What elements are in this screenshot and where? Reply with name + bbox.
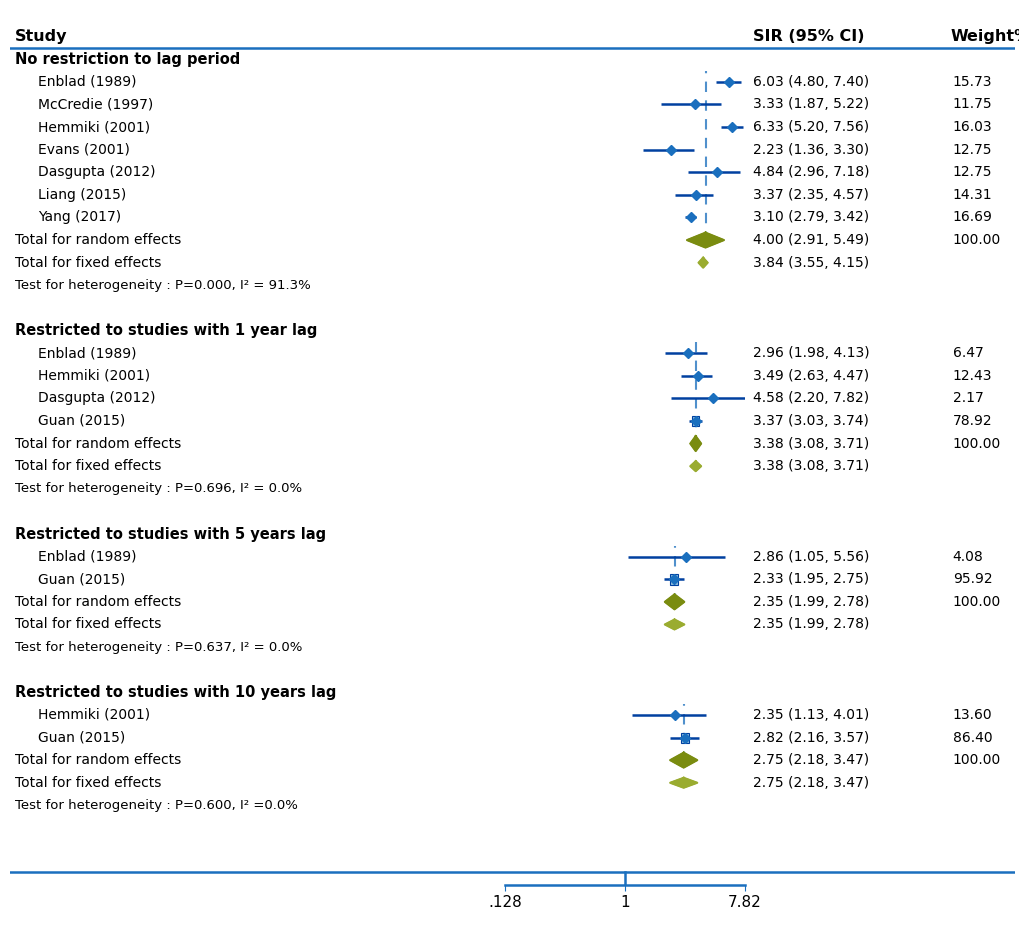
Polygon shape	[698, 257, 707, 268]
Text: 6.33 (5.20, 7.56): 6.33 (5.20, 7.56)	[752, 120, 868, 134]
Bar	[695, 374, 698, 377]
Bar	[728, 80, 731, 83]
Text: Hemmiki (2001): Hemmiki (2001)	[38, 120, 150, 134]
Bar	[711, 397, 714, 400]
Text: 12.43: 12.43	[952, 369, 991, 383]
Text: 3.38 (3.08, 3.71): 3.38 (3.08, 3.71)	[752, 460, 868, 474]
Text: No restriction to lag period: No restriction to lag period	[15, 51, 240, 66]
Text: 2.75 (2.18, 3.47): 2.75 (2.18, 3.47)	[752, 753, 868, 768]
Text: 2.23 (1.36, 3.30): 2.23 (1.36, 3.30)	[752, 142, 868, 156]
Polygon shape	[669, 753, 697, 768]
Text: Liang (2015): Liang (2015)	[38, 188, 126, 202]
Text: Enblad (1989): Enblad (1989)	[38, 549, 137, 563]
Bar	[673, 713, 676, 716]
Text: 2.35 (1.99, 2.78): 2.35 (1.99, 2.78)	[752, 618, 868, 632]
Text: 16.69: 16.69	[952, 211, 991, 225]
Text: Total for fixed effects: Total for fixed effects	[15, 776, 161, 790]
Text: 100.00: 100.00	[952, 595, 1000, 609]
Text: Evans (2001): Evans (2001)	[38, 142, 129, 156]
Text: 86.40: 86.40	[952, 730, 991, 744]
Text: Hemmiki (2001): Hemmiki (2001)	[38, 369, 150, 383]
Bar	[693, 193, 696, 197]
Text: Dasgupta (2012): Dasgupta (2012)	[38, 166, 155, 180]
Text: Total for random effects: Total for random effects	[15, 233, 181, 247]
Text: Restricted to studies with 5 years lag: Restricted to studies with 5 years lag	[15, 527, 326, 542]
Text: 4.08: 4.08	[952, 549, 982, 563]
Polygon shape	[690, 436, 700, 451]
Text: 12.75: 12.75	[952, 166, 991, 180]
Text: Hemmiki (2001): Hemmiki (2001)	[38, 708, 150, 722]
Text: Weight%: Weight%	[949, 29, 1019, 44]
Text: Restricted to studies with 1 year lag: Restricted to studies with 1 year lag	[15, 323, 317, 338]
Text: McCredie (1997): McCredie (1997)	[38, 97, 153, 111]
Text: 14.31: 14.31	[952, 188, 991, 202]
Text: 95.92: 95.92	[952, 572, 991, 586]
Bar	[730, 125, 733, 128]
Text: Enblad (1989): Enblad (1989)	[38, 346, 137, 360]
Text: 100.00: 100.00	[952, 436, 1000, 450]
Text: 2.33 (1.95, 2.75): 2.33 (1.95, 2.75)	[752, 572, 868, 586]
Text: 3.33 (1.87, 5.22): 3.33 (1.87, 5.22)	[752, 97, 868, 111]
Text: Study: Study	[15, 29, 67, 44]
Text: 11.75: 11.75	[952, 97, 991, 111]
Text: 16.03: 16.03	[952, 120, 991, 134]
Text: Total for fixed effects: Total for fixed effects	[15, 460, 161, 474]
Text: Test for heterogeneity : P=0.600, I² =0.0%: Test for heterogeneity : P=0.600, I² =0.…	[15, 799, 298, 812]
Text: 2.75 (2.18, 3.47): 2.75 (2.18, 3.47)	[752, 776, 868, 790]
Text: SIR (95% CI): SIR (95% CI)	[752, 29, 863, 44]
Text: 4.00 (2.91, 5.49): 4.00 (2.91, 5.49)	[752, 233, 868, 247]
Text: Total for fixed effects: Total for fixed effects	[15, 618, 161, 632]
Bar	[684, 556, 687, 558]
Bar	[714, 170, 717, 174]
Text: 12.75: 12.75	[952, 142, 991, 156]
Bar	[669, 148, 673, 151]
Bar	[681, 733, 688, 742]
Text: Guan (2015): Guan (2015)	[38, 414, 125, 428]
Text: 78.92: 78.92	[952, 414, 991, 428]
Bar	[669, 574, 678, 585]
Text: Guan (2015): Guan (2015)	[38, 730, 125, 744]
Text: Total for random effects: Total for random effects	[15, 436, 181, 450]
Polygon shape	[669, 778, 697, 788]
Bar	[689, 216, 692, 219]
Text: 2.96 (1.98, 4.13): 2.96 (1.98, 4.13)	[752, 346, 868, 360]
Text: 3.38 (3.08, 3.71): 3.38 (3.08, 3.71)	[752, 436, 868, 450]
Polygon shape	[664, 620, 684, 629]
Text: 3.84 (3.55, 4.15): 3.84 (3.55, 4.15)	[752, 256, 868, 270]
Text: 3.10 (2.79, 3.42): 3.10 (2.79, 3.42)	[752, 211, 868, 225]
Text: 2.86 (1.05, 5.56): 2.86 (1.05, 5.56)	[752, 549, 868, 563]
Text: 4.58 (2.20, 7.82): 4.58 (2.20, 7.82)	[752, 391, 868, 405]
Bar	[693, 103, 696, 106]
Polygon shape	[687, 233, 723, 247]
Text: Guan (2015): Guan (2015)	[38, 572, 125, 586]
Text: Test for heterogeneity : P=0.637, I² = 0.0%: Test for heterogeneity : P=0.637, I² = 0…	[15, 640, 303, 653]
Text: 15.73: 15.73	[952, 75, 991, 89]
Text: 6.47: 6.47	[952, 346, 982, 360]
Text: 2.82 (2.16, 3.57): 2.82 (2.16, 3.57)	[752, 730, 868, 744]
Bar	[691, 417, 698, 426]
Text: Test for heterogeneity : P=0.696, I² = 0.0%: Test for heterogeneity : P=0.696, I² = 0…	[15, 482, 302, 495]
Text: Total for random effects: Total for random effects	[15, 753, 181, 768]
Polygon shape	[664, 594, 684, 609]
Bar	[686, 352, 689, 355]
Text: 3.49 (2.63, 4.47): 3.49 (2.63, 4.47)	[752, 369, 868, 383]
Text: 2.35 (1.99, 2.78): 2.35 (1.99, 2.78)	[752, 595, 868, 609]
Text: Dasgupta (2012): Dasgupta (2012)	[38, 391, 155, 405]
Text: 2.35 (1.13, 4.01): 2.35 (1.13, 4.01)	[752, 708, 868, 722]
Text: Total for random effects: Total for random effects	[15, 595, 181, 609]
Text: 6.03 (4.80, 7.40): 6.03 (4.80, 7.40)	[752, 75, 868, 89]
Text: Test for heterogeneity : P=0.000, I² = 91.3%: Test for heterogeneity : P=0.000, I² = 9…	[15, 279, 311, 292]
Text: 2.17: 2.17	[952, 391, 982, 405]
Text: Total for fixed effects: Total for fixed effects	[15, 256, 161, 270]
Polygon shape	[690, 461, 700, 471]
Text: 4.84 (2.96, 7.18): 4.84 (2.96, 7.18)	[752, 166, 868, 180]
Text: 3.37 (2.35, 4.57): 3.37 (2.35, 4.57)	[752, 188, 868, 202]
Text: 100.00: 100.00	[952, 233, 1000, 247]
Text: Restricted to studies with 10 years lag: Restricted to studies with 10 years lag	[15, 685, 336, 700]
Text: 100.00: 100.00	[952, 753, 1000, 768]
Text: Yang (2017): Yang (2017)	[38, 211, 121, 225]
Text: Enblad (1989): Enblad (1989)	[38, 75, 137, 89]
Text: 13.60: 13.60	[952, 708, 991, 722]
Text: 3.37 (3.03, 3.74): 3.37 (3.03, 3.74)	[752, 414, 868, 428]
